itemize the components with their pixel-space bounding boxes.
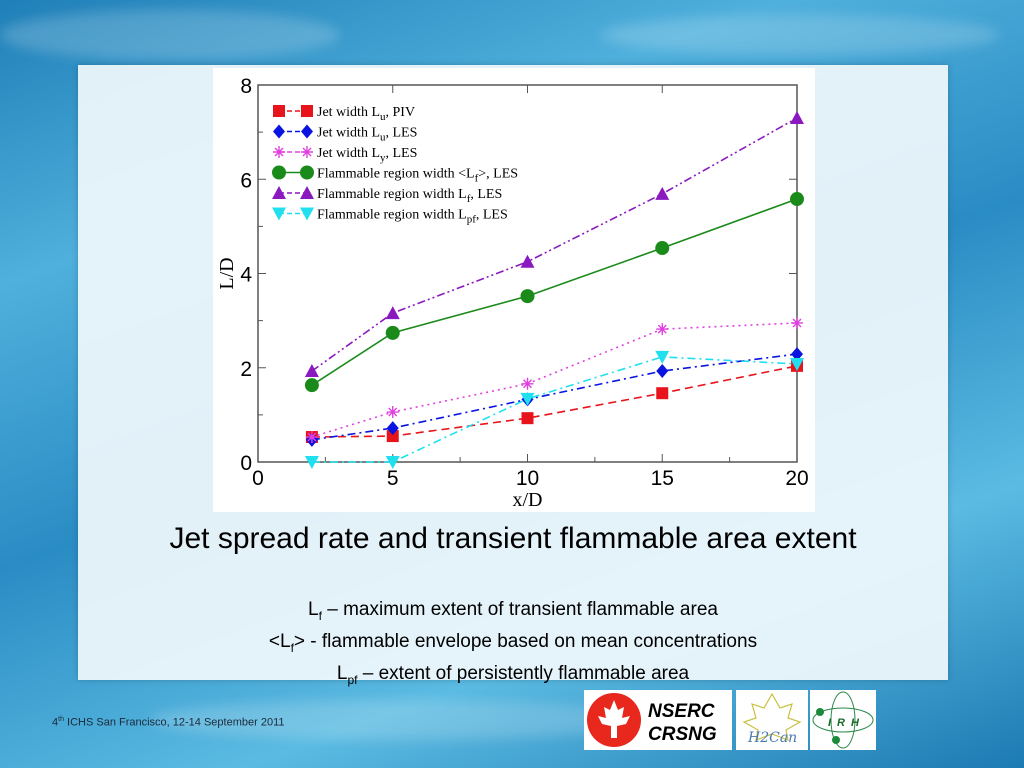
- data-point-circle: [520, 289, 535, 304]
- y-tick-label: 0: [240, 452, 252, 475]
- x-tick-label: 10: [516, 467, 539, 490]
- legend-label: Flammable region width <Lf>, LES: [317, 167, 518, 185]
- data-point-triangle-up: [304, 364, 319, 378]
- notes: Lf – maximum extent of transient flammab…: [78, 597, 948, 692]
- legend-entry: Flammable region width Lpf, LES: [272, 207, 508, 226]
- legend-label: Flammable region width Lpf, LES: [317, 208, 508, 226]
- data-point-square: [301, 105, 313, 117]
- y-axis-label: L/D: [216, 257, 238, 289]
- series-line: [311, 356, 798, 463]
- water-background: [600, 15, 1000, 55]
- data-point-triangle-up: [385, 306, 400, 320]
- series-line: [311, 198, 798, 386]
- note-line: <Lf> - flammable envelope based on mean …: [268, 630, 758, 655]
- series-0: [305, 359, 803, 444]
- h2can-text: H2Can: [747, 730, 797, 746]
- legend-label: Jet width Lu, LES: [317, 126, 417, 144]
- y-tick-label: 8: [240, 75, 252, 98]
- crsng-text: CRSNG: [648, 724, 717, 745]
- x-axis-label: x/D: [513, 489, 543, 511]
- data-point-circle: [300, 165, 314, 180]
- water-background: [0, 10, 340, 60]
- series-4: [304, 110, 804, 378]
- data-point-circle: [272, 165, 286, 180]
- data-point-circle: [790, 192, 804, 207]
- footer: 4th ICHS San Francisco, 12-14 September …: [52, 716, 285, 729]
- footer-num: 4: [52, 716, 59, 729]
- data-point-triangle-down: [385, 456, 400, 469]
- data-point-square: [386, 430, 399, 443]
- series-line: [311, 365, 798, 438]
- legend-label: Jet width Ly, LES: [317, 146, 417, 164]
- legend-entry: Jet width Ly, LES: [273, 146, 417, 164]
- legend-entry: Jet width Lu, PIV: [273, 105, 415, 123]
- data-point-star: [521, 377, 534, 390]
- data-point-triangle-down: [272, 207, 286, 221]
- data-point-star: [386, 406, 399, 419]
- data-point-triangle-down: [520, 392, 535, 406]
- series-5: [304, 350, 804, 469]
- footer-sup: th: [58, 716, 64, 723]
- irh-logo: IRH: [810, 690, 876, 750]
- h2can-logo: H2Can: [736, 690, 808, 750]
- data-point-triangle-up: [520, 254, 535, 268]
- note-line: Lf – maximum extent of transient flammab…: [308, 599, 718, 623]
- data-point-star: [656, 323, 669, 336]
- x-tick-label: 5: [387, 467, 399, 490]
- data-point-triangle-down: [300, 207, 314, 221]
- data-point-star: [791, 316, 803, 329]
- x-tick-label: 0: [252, 467, 264, 490]
- data-point-triangle-down: [790, 357, 804, 371]
- data-point-star: [305, 431, 318, 444]
- legend-entry: Flammable region width Lf, LES: [272, 186, 502, 205]
- data-point-circle: [304, 378, 319, 393]
- data-point-triangle-up: [300, 186, 314, 199]
- data-point-circle: [655, 241, 670, 256]
- y-tick-label: 6: [240, 169, 252, 192]
- data-point-square: [521, 412, 534, 425]
- data-point-square: [273, 105, 285, 117]
- data-point-diamond: [273, 124, 285, 139]
- legend-entry: Jet width Lu, LES: [273, 124, 417, 144]
- water-background: [150, 700, 650, 740]
- legend-label: Jet width Lu, PIV: [317, 105, 415, 123]
- x-tick-label: 15: [651, 467, 674, 490]
- data-point-triangle-up: [655, 186, 670, 200]
- data-point-diamond: [301, 124, 313, 139]
- series-line: [311, 353, 798, 441]
- data-point-triangle-down: [655, 350, 670, 364]
- chart-svg: 0 5 10 15 20 0 2 4 6 8 x/D L/D Jet width Lu, PIV Jet …: [216, 75, 809, 511]
- data-point-diamond: [386, 421, 399, 436]
- legend-label: Flammable region width Lf, LES: [317, 187, 502, 205]
- series-1: [305, 347, 803, 447]
- data-point-square: [656, 387, 669, 400]
- x-tick-label: 20: [785, 467, 808, 490]
- legend-entry: Flammable region width <Lf>, LES: [272, 165, 518, 185]
- footer-text: ICHS San Francisco, 12-14 September 2011: [63, 716, 285, 729]
- data-point-diamond: [656, 364, 669, 379]
- data-point-diamond: [791, 347, 803, 362]
- series-3: [304, 192, 804, 393]
- data-point-triangle-up: [790, 110, 804, 124]
- nserc-logo: NSERC CRSNG: [584, 690, 732, 750]
- data-point-star: [273, 146, 285, 158]
- data-point-star: [301, 146, 313, 158]
- data-point-triangle-down: [304, 456, 319, 469]
- nserc-text: NSERC: [648, 701, 715, 722]
- y-tick-label: 4: [240, 264, 252, 287]
- series-2: [305, 316, 803, 444]
- note-line: Lpf – extent of persistently flammable a…: [336, 662, 690, 687]
- chart: 0 5 10 15 20 0 2 4 6 8 x/D L/D Jet width Lu, PIV Jet …: [213, 68, 815, 512]
- irh-text: IRH: [828, 717, 865, 729]
- data-point-circle: [385, 325, 400, 340]
- y-tick-label: 2: [240, 358, 252, 381]
- slide-title: Jet spread rate and transient flammable …: [169, 522, 857, 555]
- data-point-triangle-up: [272, 186, 286, 199]
